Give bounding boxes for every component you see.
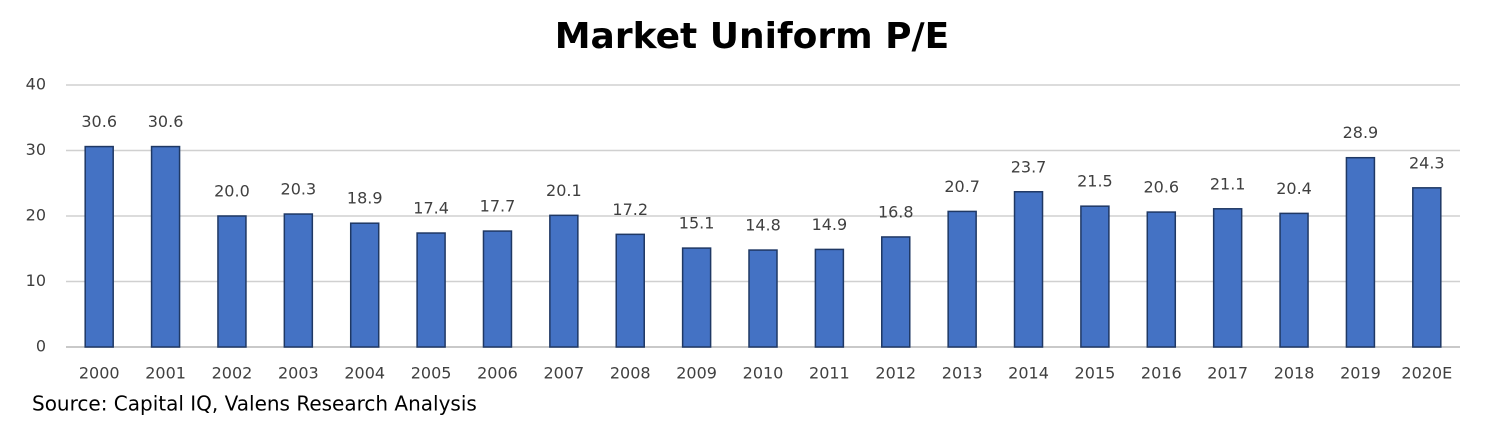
data-label: 28.9	[1343, 123, 1379, 142]
data-label: 14.8	[745, 216, 781, 235]
bar	[1080, 205, 1110, 348]
bar	[1146, 211, 1177, 348]
bar	[349, 222, 380, 348]
bar	[482, 230, 513, 348]
bar	[615, 233, 645, 348]
bar	[1279, 212, 1309, 348]
bar	[1345, 156, 1376, 348]
data-label: 17.2	[612, 200, 648, 219]
x-tick-label: 2002	[212, 364, 253, 383]
x-tick-label: 2015	[1075, 364, 1116, 383]
data-label: 24.3	[1409, 153, 1445, 172]
x-tick-label: 2000	[79, 364, 120, 383]
data-label: 15.1	[679, 214, 715, 233]
bar	[881, 236, 911, 348]
bar	[150, 145, 181, 348]
x-tick-label: 2016	[1141, 364, 1182, 383]
x-tick-label: 2006	[477, 364, 518, 383]
y-tick-label: 10	[26, 271, 46, 290]
data-label: 20.1	[546, 181, 582, 200]
x-tick-label: 2020E	[1401, 364, 1452, 383]
x-tick-label: 2001	[145, 364, 186, 383]
y-tick-label: 30	[26, 140, 46, 159]
x-tick-label: 2007	[543, 364, 584, 383]
x-tick-label: 2004	[344, 364, 385, 383]
data-label: 18.9	[347, 189, 383, 208]
bar	[1412, 187, 1442, 348]
chart-title: Market Uniform P/E	[555, 16, 950, 57]
bar	[1212, 208, 1243, 348]
bar	[947, 210, 977, 348]
data-label: 21.1	[1210, 174, 1246, 193]
bar	[1013, 191, 1044, 348]
data-label: 17.7	[480, 197, 516, 216]
source-note: Source: Capital IQ, Valens Research Anal…	[32, 392, 477, 416]
x-tick-label: 2019	[1340, 364, 1381, 383]
x-tick-label: 2005	[411, 364, 452, 383]
x-tick-label: 2017	[1207, 364, 1248, 383]
x-tick-label: 2003	[278, 364, 319, 383]
y-tick-label: 40	[26, 75, 46, 94]
data-label: 17.4	[413, 199, 449, 218]
data-label: 20.3	[281, 180, 317, 199]
x-tick-label: 2012	[875, 364, 916, 383]
bar	[549, 214, 579, 348]
data-label: 16.8	[878, 202, 914, 221]
bar	[681, 247, 712, 348]
bar	[84, 145, 114, 348]
bar	[814, 248, 845, 348]
data-label: 21.5	[1077, 172, 1113, 191]
data-label: 20.7	[944, 177, 980, 196]
data-label: 30.6	[148, 112, 184, 131]
y-tick-label: 20	[26, 206, 46, 225]
x-tick-label: 2010	[743, 364, 784, 383]
data-label: 23.7	[1011, 157, 1047, 176]
x-tick-label: 2013	[942, 364, 983, 383]
data-label: 20.6	[1143, 178, 1179, 197]
x-tick-label: 2009	[676, 364, 717, 383]
bar	[283, 213, 314, 348]
data-label: 14.9	[812, 215, 848, 234]
bar	[416, 232, 446, 348]
data-label: 20.0	[214, 182, 250, 201]
x-tick-label: 2008	[610, 364, 651, 383]
bar	[217, 215, 247, 348]
data-label: 30.6	[81, 112, 117, 131]
x-tick-label: 2011	[809, 364, 850, 383]
x-tick-label: 2018	[1274, 364, 1315, 383]
x-tick-label: 2014	[1008, 364, 1049, 383]
bar	[748, 249, 778, 348]
data-label: 20.4	[1276, 179, 1312, 198]
y-tick-label: 0	[36, 337, 46, 356]
